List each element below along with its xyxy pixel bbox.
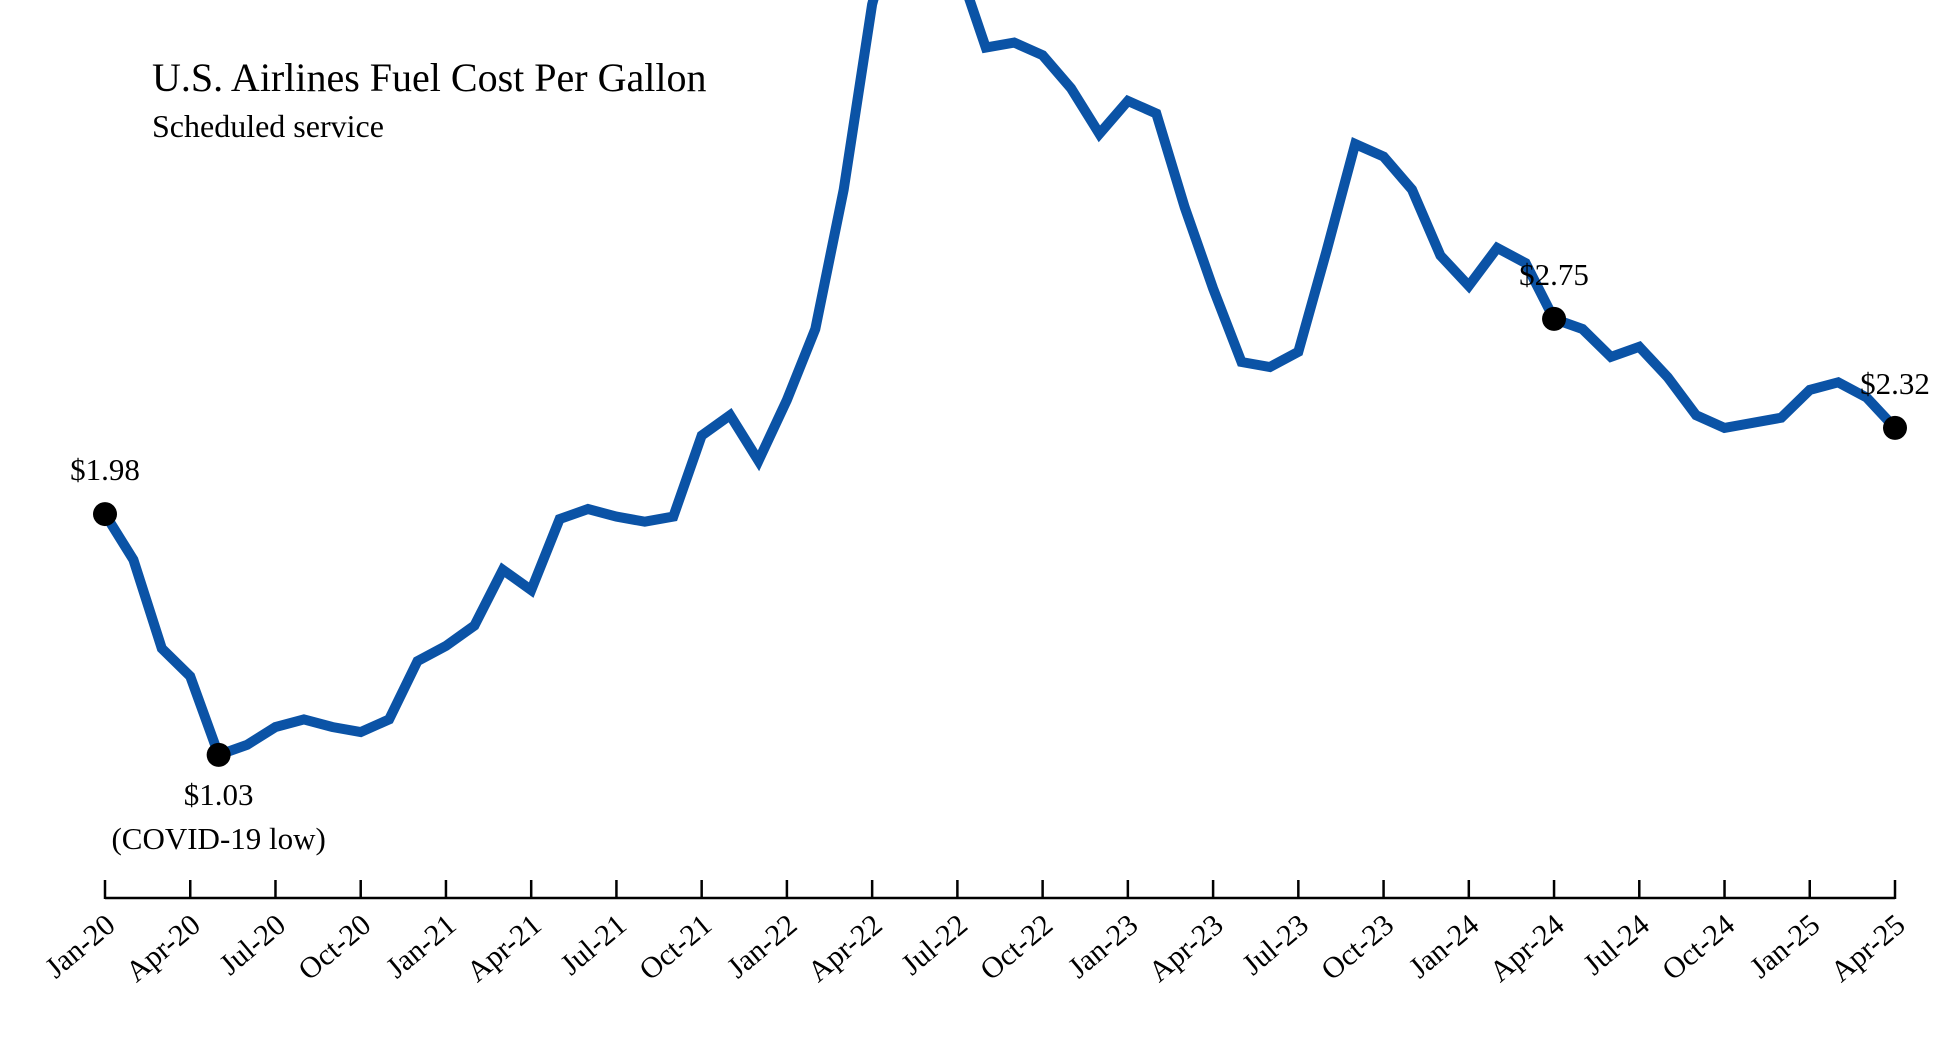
x-tick-label: Apr-22: [802, 908, 889, 989]
chart-subtitle: Scheduled service: [152, 108, 384, 144]
x-tick-label: Jul-21: [554, 908, 633, 981]
x-tick-label: Jan-21: [380, 908, 462, 985]
x-tick-label: Oct-23: [1315, 908, 1400, 987]
x-tick-label: Oct-20: [292, 908, 377, 987]
annotation-label: $2.75: [1519, 257, 1589, 292]
x-tick-label: Apr-23: [1142, 908, 1229, 989]
x-tick-label: Jan-20: [39, 908, 121, 985]
annotation-layer: $1.98 $1.03 (COVID-19 low) $2.75 $2.32: [70, 257, 1930, 856]
annotation-label: $1.98: [70, 452, 140, 487]
annotation-marker: [206, 742, 231, 767]
x-tick-label: Oct-22: [974, 908, 1059, 987]
annotation-marker: [1542, 306, 1567, 331]
x-tick-label: Jan-25: [1744, 908, 1826, 985]
annotation-marker: [93, 502, 117, 527]
x-tick-label: Apr-21: [461, 908, 548, 989]
fuel-cost-series-line: [100, 0, 1899, 762]
marker-layer: [93, 306, 1907, 767]
x-tick-label: Oct-21: [633, 908, 718, 987]
x-tick-label: Jan-22: [721, 908, 803, 985]
annotation-marker: [1883, 415, 1907, 440]
annotation-sublabel: (COVID-19 low): [111, 821, 325, 856]
x-tick-label: Jan-23: [1062, 908, 1144, 985]
x-tick-label: Jul-20: [213, 908, 292, 981]
annotation-label: $1.03: [184, 777, 254, 812]
x-tick-label: Jul-22: [895, 908, 974, 981]
x-tick-label: Oct-24: [1656, 908, 1741, 987]
x-tick-label: Jan-24: [1403, 908, 1485, 985]
x-tick-label: Jul-23: [1236, 908, 1315, 981]
chart-title: U.S. Airlines Fuel Cost Per Gallon: [152, 55, 706, 100]
series-layer: [100, 0, 1899, 762]
x-tick-label: Apr-24: [1483, 908, 1570, 989]
annotation-label: $2.32: [1860, 366, 1930, 401]
x-tick-label: Jul-24: [1577, 908, 1656, 981]
x-tick-label: Apr-20: [120, 908, 207, 989]
x-tick-label: Apr-25: [1824, 908, 1911, 989]
